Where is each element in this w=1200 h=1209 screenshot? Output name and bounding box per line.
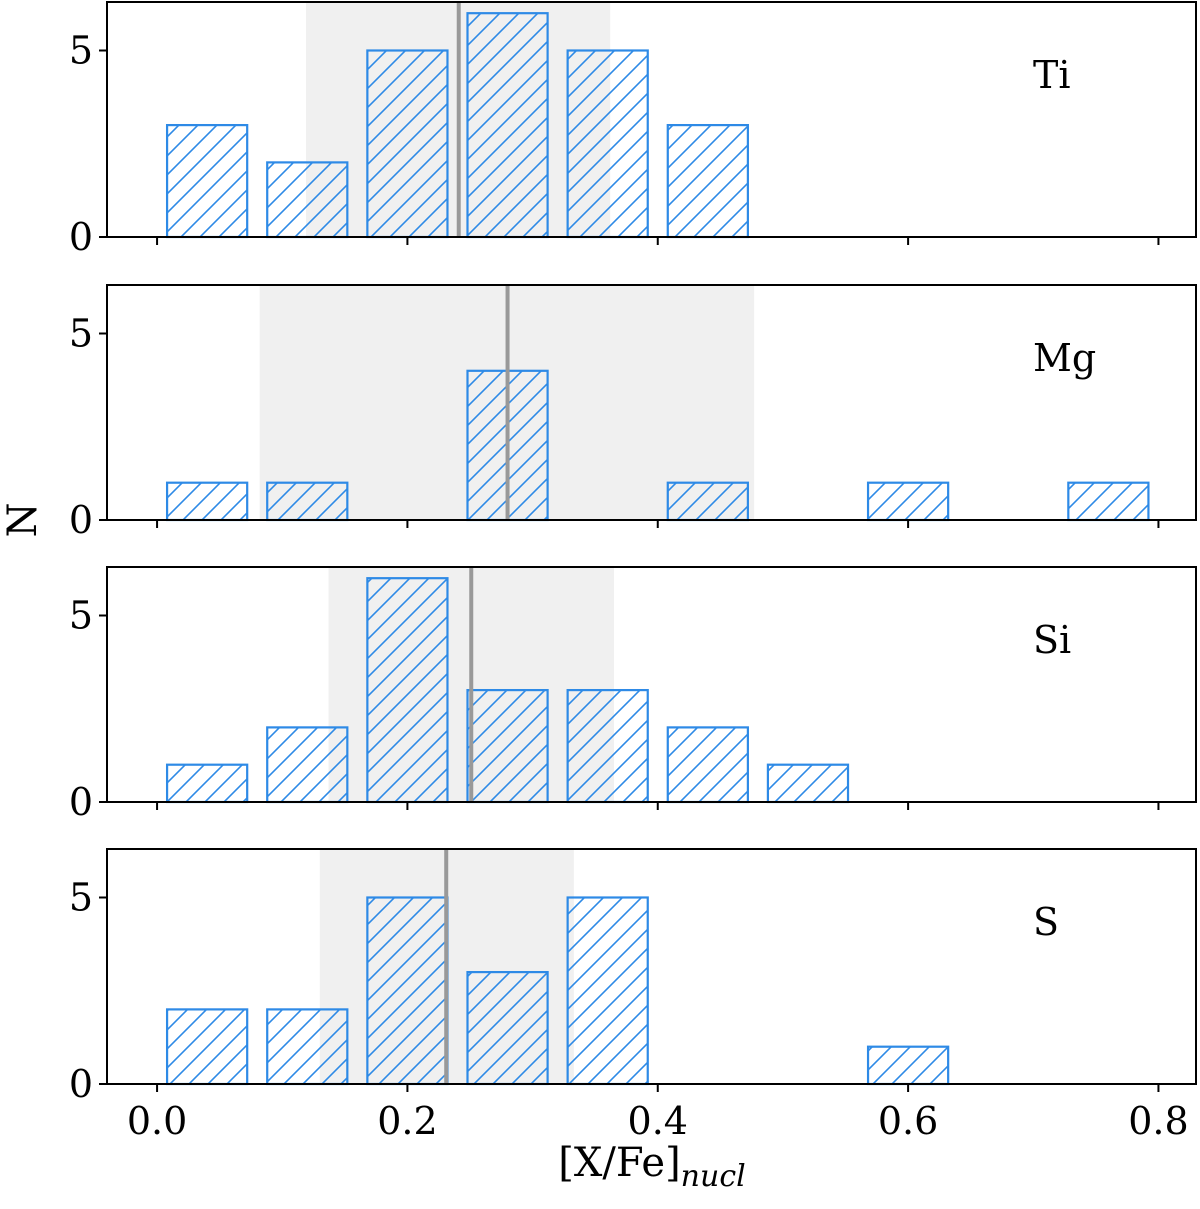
histogram-bar bbox=[666, 726, 749, 804]
x-axis-label-subscript: nucl bbox=[681, 1159, 746, 1194]
histogram-bar bbox=[266, 726, 349, 804]
histogram-bar bbox=[566, 896, 649, 1086]
histogram-bar bbox=[366, 577, 449, 804]
histogram-bar bbox=[266, 161, 349, 239]
histogram-bar bbox=[165, 481, 249, 522]
x-tick-label: 0.2 bbox=[377, 1099, 437, 1143]
histogram-bar bbox=[466, 12, 549, 239]
y-tick-label: 0 bbox=[69, 1062, 93, 1106]
y-tick-label: 0 bbox=[69, 215, 93, 259]
histogram-bar bbox=[366, 896, 449, 1086]
histogram-bar bbox=[766, 763, 850, 804]
histogram-bar bbox=[566, 688, 649, 804]
panel-frame bbox=[106, 848, 1197, 1085]
histogram-bar bbox=[466, 688, 549, 804]
histogram-bar bbox=[165, 763, 249, 804]
panels-group: 0 5 Ti 0 5 Mg 0 5 Si 0 5 0.0 0.2 0.4 0.6 0.8 S bbox=[69, 1, 1197, 1143]
x-axis-label: [X/Fe]nucl bbox=[558, 1140, 745, 1194]
panel-si: 0 5 Si bbox=[69, 566, 1197, 824]
y-tick-label: 5 bbox=[69, 593, 93, 637]
panel-mg: 0 5 Mg bbox=[69, 284, 1197, 542]
histogram-bar bbox=[466, 970, 549, 1086]
x-tick-label: 0.4 bbox=[628, 1099, 688, 1143]
panel-element-label: Mg bbox=[1033, 336, 1096, 380]
histogram-bar bbox=[866, 481, 950, 522]
x-tick-label: 0.8 bbox=[1128, 1099, 1188, 1143]
panel-frame bbox=[106, 284, 1197, 521]
histogram-bar bbox=[566, 49, 649, 239]
histogram-bar bbox=[666, 481, 749, 522]
panel-element-label: S bbox=[1033, 900, 1059, 944]
panel-element-label: Si bbox=[1033, 618, 1071, 662]
histogram-bar bbox=[666, 123, 749, 239]
panel-s: 0 5 0.0 0.2 0.4 0.6 0.8 S bbox=[69, 848, 1197, 1143]
panel-frame bbox=[106, 566, 1197, 803]
histogram-bar bbox=[266, 1008, 349, 1086]
y-tick-label: 0 bbox=[69, 498, 93, 542]
panel-ti: 0 5 Ti bbox=[69, 1, 1197, 259]
panel-frame bbox=[106, 1, 1197, 238]
y-axis-label: N bbox=[0, 503, 46, 538]
histogram-bar bbox=[866, 1045, 950, 1086]
y-tick-label: 0 bbox=[69, 780, 93, 824]
histogram-bar bbox=[1067, 481, 1150, 522]
y-tick-label: 5 bbox=[69, 311, 93, 355]
histogram-bar bbox=[165, 1008, 249, 1086]
x-axis-label-main: [X/Fe] bbox=[558, 1140, 680, 1186]
y-tick-label: 5 bbox=[69, 875, 93, 919]
histogram-bar bbox=[366, 49, 449, 239]
histogram-bar bbox=[266, 481, 349, 522]
panel-element-label: Ti bbox=[1033, 53, 1071, 97]
x-tick-label: 0.0 bbox=[127, 1099, 187, 1143]
y-tick-label: 5 bbox=[69, 28, 93, 72]
x-tick-label: 0.6 bbox=[878, 1099, 938, 1143]
histogram-bar bbox=[165, 123, 249, 239]
